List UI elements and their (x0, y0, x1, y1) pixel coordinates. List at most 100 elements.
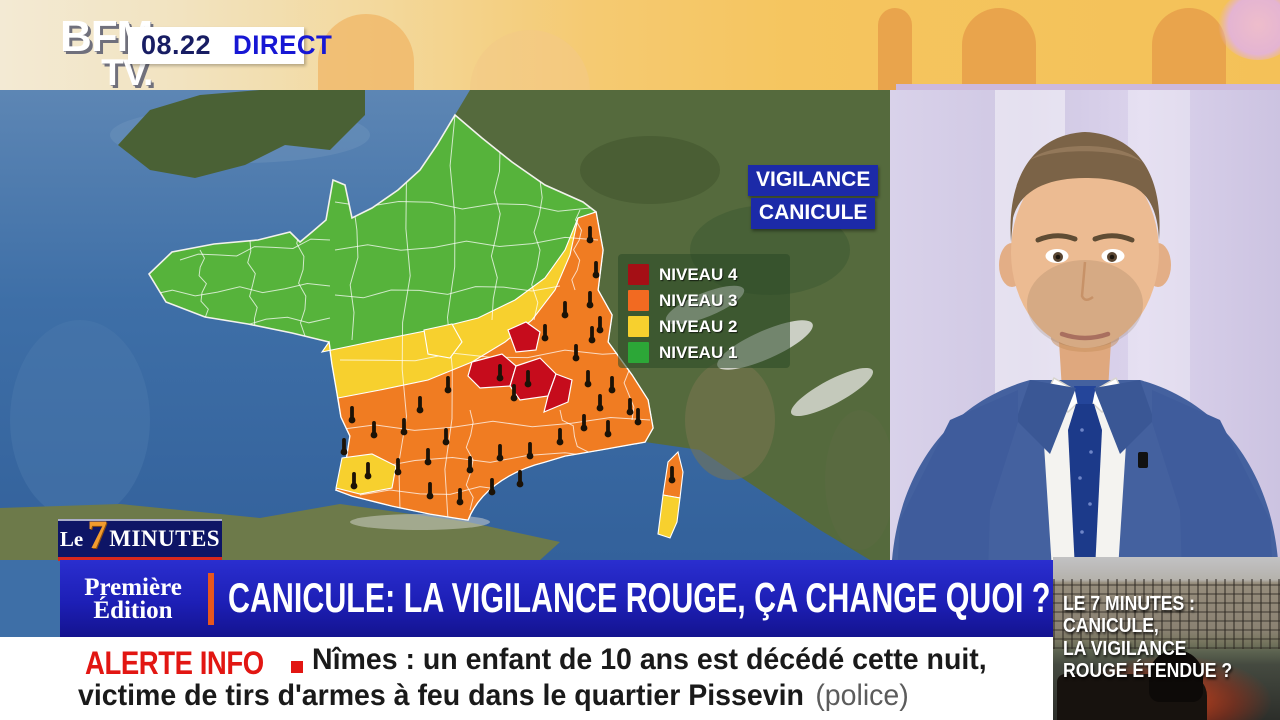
decor-strip (896, 84, 1280, 90)
hair-highlight (1030, 146, 1142, 162)
department-border (179, 238, 331, 261)
department-border (334, 200, 591, 212)
headline-banner: Première Édition CANICULE: LA VIGILANCE … (60, 560, 1053, 637)
decor-arch (1152, 8, 1226, 90)
thermometer-icon (394, 458, 402, 476)
clock-time: 08.22 (141, 30, 212, 60)
thermometer-icon (634, 408, 642, 426)
lapel-right (1094, 380, 1154, 454)
program-badge-line1: Première (84, 573, 182, 601)
legend-swatch-niveau1 (628, 342, 649, 363)
thermometer-icon (526, 442, 534, 460)
thumbnail-silhouette (1149, 650, 1203, 702)
thermometer-icon (444, 376, 452, 394)
legend-swatch-niveau3 (628, 290, 649, 311)
live-badge: DIRECT (233, 30, 333, 60)
thermometer-icon (400, 418, 408, 436)
thumb-line1: LE 7 MINUTES : (1063, 593, 1196, 615)
thermometer-icon (466, 456, 474, 474)
department-border (334, 236, 599, 251)
map-title: VIGILANCE CANICULE (748, 165, 879, 231)
thermometer-icon (510, 384, 518, 402)
badge-minutes: MINUTES (109, 526, 221, 551)
vigilance-map: VIGILANCE CANICULE NIVEAU 4 NIVEAU 3 NIV… (0, 90, 890, 560)
lapel-left (1016, 380, 1076, 454)
show-badge-le-7-minutes: Le 7 MINUTES (58, 512, 222, 561)
brow-right (1092, 233, 1135, 243)
thermometer-icon (596, 316, 604, 334)
thermometer-icon (488, 478, 496, 496)
legend-row: NIVEAU 3 (628, 288, 790, 313)
decor-arch (878, 8, 912, 90)
land-texture (685, 360, 775, 480)
department-border (198, 249, 209, 319)
department-border (247, 239, 258, 331)
thermometer-icon (584, 370, 592, 388)
ticker-line2: victime de tirs d'armes à feu dans le qu… (78, 679, 909, 713)
badge-le: Le (59, 526, 84, 551)
thermometer-icon (348, 406, 356, 424)
legend-row: NIVEAU 2 (628, 314, 790, 339)
legend-label: NIVEAU 2 (659, 316, 738, 336)
map-title-line2: CANICULE (750, 198, 876, 229)
program-badge-premiere-edition: Première Édition (60, 573, 206, 624)
thermometer-icon (556, 428, 564, 446)
legend-label: NIVEAU 1 (659, 342, 738, 362)
thermometer-icon (586, 291, 594, 309)
brow-left (1035, 233, 1078, 243)
program-badge-line2: Édition (93, 596, 173, 624)
thermometer-icon (424, 448, 432, 466)
department-border (335, 416, 651, 431)
thermometer-icon (561, 301, 569, 319)
tie (1068, 404, 1102, 590)
thermometer-icon (442, 428, 450, 446)
ticker-line2-text: victime de tirs d'armes à feu dans le qu… (78, 679, 804, 712)
map-title-line1: VIGILANCE (748, 165, 879, 196)
thermometer-icon (541, 324, 549, 342)
land-texture (825, 410, 890, 550)
zone-niveau4-red (467, 321, 573, 414)
thumbnail-buildings (1053, 579, 1280, 649)
thermometer-icon (604, 420, 612, 438)
thermometer-icon (370, 421, 378, 439)
thermometer-icon (668, 466, 676, 484)
ticker-source: (police) (815, 679, 909, 712)
tie-knot (1074, 386, 1096, 406)
stubble (1027, 260, 1143, 348)
badge-seven: 7 (87, 511, 108, 557)
thermometer-icon (580, 414, 588, 432)
thermometer-icon (364, 462, 372, 480)
face (1011, 156, 1159, 348)
department-border (398, 134, 411, 511)
decor-arch (470, 30, 590, 90)
nose (1080, 261, 1094, 301)
thermometer-icon (596, 394, 604, 412)
thermometer-icon (586, 226, 594, 244)
thermometer-icon (426, 482, 434, 500)
decor-blob (1218, 0, 1280, 60)
department-border (334, 285, 561, 299)
decor-arch (318, 14, 414, 90)
banner-divider (208, 572, 214, 625)
thermometer-icon (416, 396, 424, 414)
department-border (465, 409, 474, 511)
thermometer-icons (340, 226, 676, 506)
thermometer-icon (588, 326, 596, 344)
legend-swatch-niveau2 (628, 316, 649, 337)
sea-light (10, 320, 150, 520)
thermometer-icon (456, 488, 464, 506)
corsica-south (657, 494, 681, 539)
map-legend: NIVEAU 4 NIVEAU 3 NIVEAU 2 NIVEAU 1 (618, 254, 790, 368)
thermometer-icon (496, 364, 504, 382)
legend-row: NIVEAU 4 (628, 262, 790, 287)
lapel-mic (1138, 452, 1148, 468)
thermometer-icon (340, 438, 348, 456)
time-direct-box: 08.22 DIRECT (128, 27, 332, 64)
thumb-line3: LA VIGILANCE (1063, 637, 1187, 660)
thumbnail-caption: LE 7 MINUTES : CANICULE, LA VIGILANCE RO… (1063, 593, 1232, 683)
alps-snow (790, 367, 874, 417)
next-topic-thumbnail: LE 7 MINUTES : CANICULE, LA VIGILANCE RO… (1053, 557, 1280, 720)
alert-info-label: ALERTE INFO (85, 645, 264, 681)
legend-label: NIVEAU 3 (659, 290, 738, 310)
